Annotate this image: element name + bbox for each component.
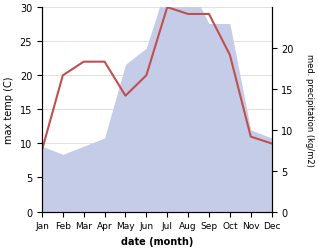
X-axis label: date (month): date (month) [121, 236, 193, 246]
Y-axis label: med. precipitation (kg/m2): med. precipitation (kg/m2) [305, 54, 314, 166]
Y-axis label: max temp (C): max temp (C) [4, 76, 14, 144]
